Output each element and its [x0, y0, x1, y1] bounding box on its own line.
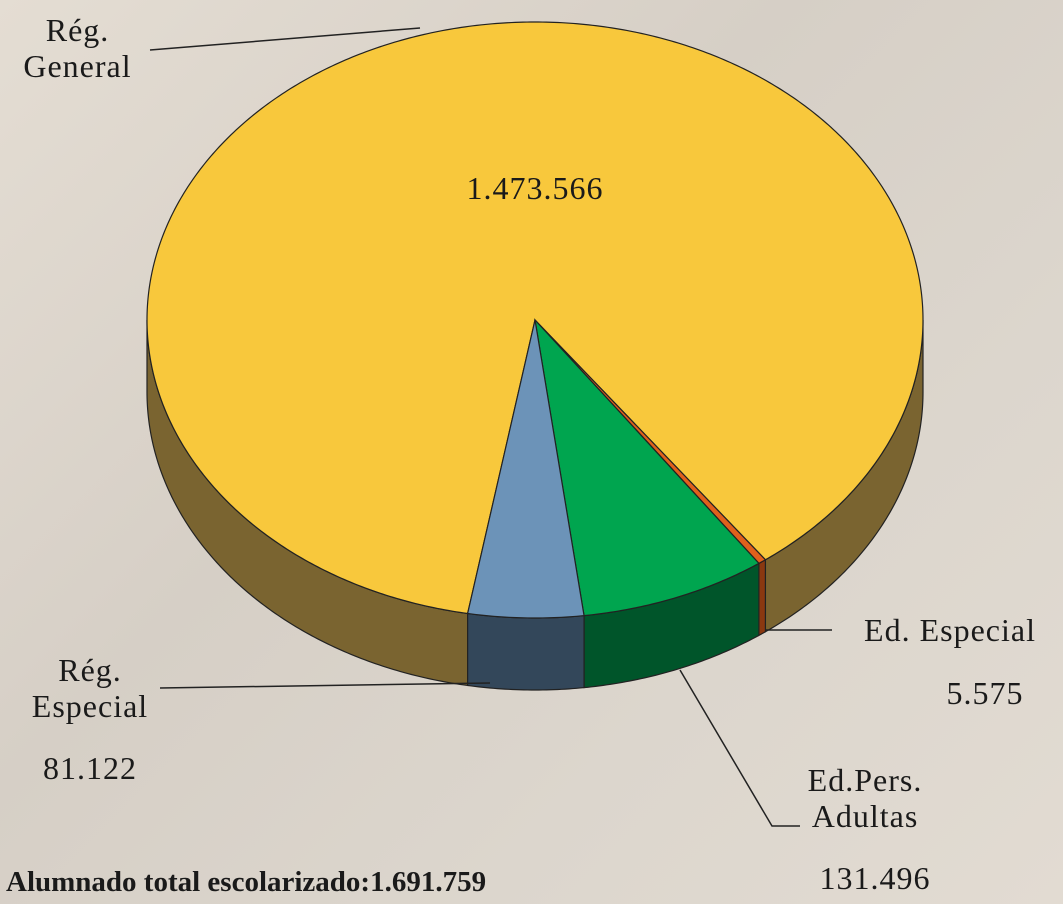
slice-label: Ed.Pers. Adultas — [807, 762, 923, 834]
value-label: 5.575 — [946, 675, 1024, 711]
value-label: 1.473.566 — [466, 170, 604, 206]
pie-slice-side — [467, 612, 585, 691]
pie-slice-side — [758, 558, 767, 637]
annotation: Alumnado total escolarizado:1.691.759 — [6, 866, 487, 898]
pie-slice — [534, 318, 760, 617]
slice-label: Rég. Especial — [31, 652, 149, 724]
pie-slice — [466, 319, 585, 619]
leader-line — [679, 669, 800, 827]
slice-label: Rég. General — [23, 12, 132, 84]
value-label: 131.496 — [819, 860, 931, 896]
pie-slice — [146, 21, 924, 615]
leader-line — [159, 682, 491, 689]
slice-label: Ed. Especial — [864, 612, 1036, 648]
value-label: 81.122 — [43, 750, 137, 786]
leader-line — [149, 27, 421, 51]
